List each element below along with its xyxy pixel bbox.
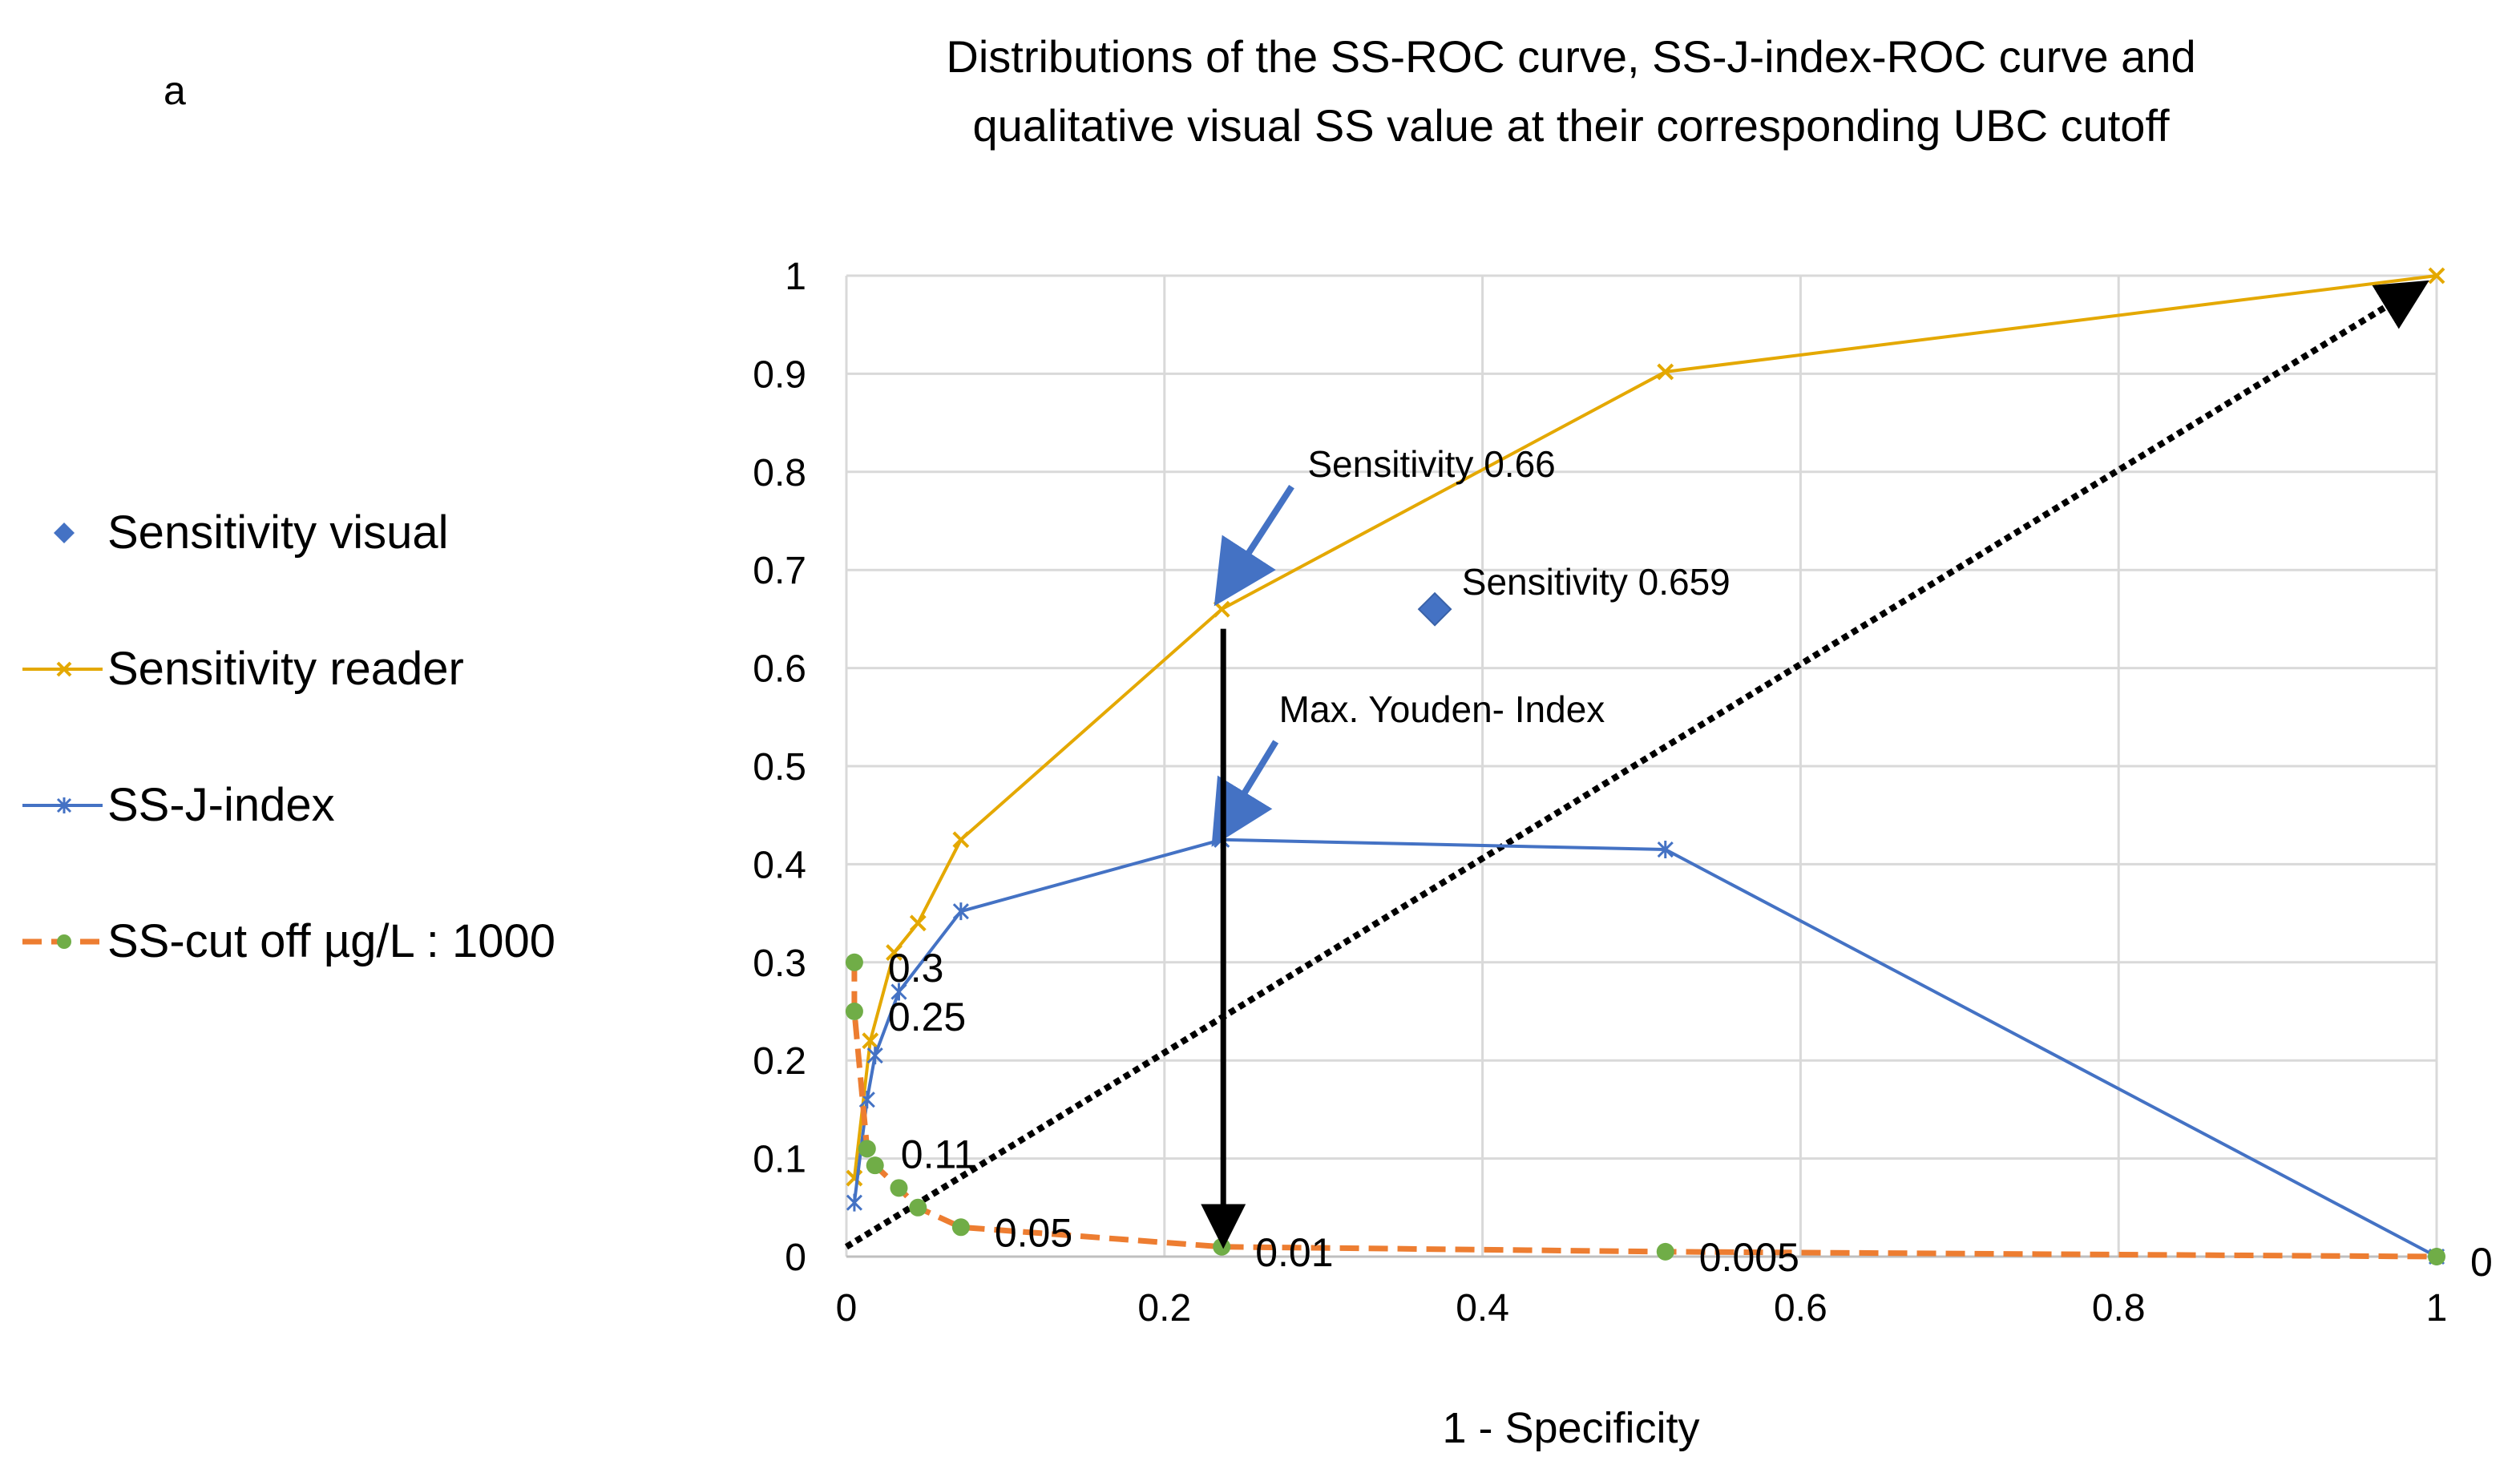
ss-cutoff-point-8 — [1656, 1242, 1674, 1261]
annotation-text-1: Sensitivity 0.659 — [1462, 561, 1730, 603]
x-tick-label-5: 1 — [2426, 1287, 2448, 1330]
annotations: Sensitivity 0.66 Sensitivity 0.659 Max. Yo… — [1201, 443, 1730, 1249]
ss-cutoff-point-7 — [1213, 1237, 1231, 1256]
y-tick-label-6: 0.6 — [753, 648, 806, 691]
ss-cutoff-point-1 — [845, 1003, 863, 1020]
chart-title: Distributions of the SS-ROC curve, SS-J-… — [769, 22, 2373, 160]
legend-label-sensitivity-reader: Sensitivity reader — [107, 643, 464, 695]
ss-cutoff-data-label-3: 0.05 — [995, 1210, 1072, 1255]
panel-label: a — [164, 68, 186, 113]
ss-cutoff-data-label-2: 0.11 — [901, 1132, 976, 1176]
annotation-text-2: Max. Youden- Index — [1279, 688, 1605, 730]
x-tick-label-0: 0 — [836, 1287, 858, 1330]
x-tick-label-1: 0.2 — [1137, 1287, 1191, 1330]
sensitivity-visual-point-0 — [1417, 591, 1452, 627]
y-tick-label-3: 0.3 — [753, 942, 806, 985]
ss-cutoff-data-label-1: 0.25 — [888, 995, 966, 1039]
sensitivity-reader-point-5 — [1213, 600, 1230, 618]
legend-label-ss-j-index: SS-J-index — [107, 779, 335, 831]
ss-j-index-point-2 — [866, 1047, 883, 1065]
chance-line — [844, 280, 2429, 1250]
sensitivity-reader-point-6 — [1657, 363, 1674, 381]
x-tick-label-4: 0.8 — [2092, 1287, 2146, 1330]
ss-cutoff-point-5 — [909, 1198, 927, 1217]
x-tick-label-2: 0.4 — [1456, 1287, 1509, 1330]
y-tick-label-8: 0.8 — [753, 452, 806, 494]
series-group: 0.30.25 0.11 0.05 0.01 0.005 0 — [845, 267, 2493, 1285]
y-tick-label-7: 0.7 — [753, 550, 806, 592]
sensitivity-reader-point-4 — [952, 831, 970, 849]
annotation-arrow-2 — [1211, 740, 1279, 847]
sensitivity-reader-point-2 — [886, 944, 903, 961]
y-tick-label-10: 1 — [785, 256, 806, 298]
ss-j-index-point-0 — [846, 1193, 862, 1212]
reference-line — [844, 280, 2429, 1250]
y-tick-label-4: 0.4 — [753, 844, 806, 886]
tick-labels: 0 0.1 0.2 0.3 0.4 0.5 0.6 0.7 0.8 0.9 1 0 0.2 0.4 0.6 0… — [753, 256, 2447, 1330]
annotation-arrow-0 — [1214, 484, 1294, 607]
x-tick-label-3: 0.6 — [1774, 1287, 1827, 1330]
ss-j-index-point-6 — [1657, 841, 1674, 859]
ss-cutoff-point-4 — [890, 1179, 908, 1197]
y-tick-label-9: 0.9 — [753, 353, 806, 396]
legend-marker-dash-dot-icon — [22, 934, 103, 949]
legend-marker-line-star-icon — [22, 797, 103, 813]
y-tick-label-0: 0 — [785, 1237, 806, 1279]
series-ss-cutoff-line — [851, 962, 2437, 1260]
x-axis-label: 1 - Specificity — [1442, 1404, 1699, 1452]
ss-cutoff-point-0 — [845, 953, 863, 971]
ss-cutoff-point-3 — [866, 1156, 884, 1175]
ss-cutoff-point-2 — [858, 1140, 876, 1158]
legend-label-ss-cut-off: SS-cut off µg/L : 1000 — [107, 915, 555, 967]
y-tick-label-1: 0.1 — [753, 1139, 806, 1181]
ss-cutoff-point-9 — [2428, 1248, 2445, 1265]
chart-title-line-2: qualitative visual SS value at their cor… — [972, 100, 2170, 151]
y-tick-label-2: 0.2 — [753, 1040, 806, 1083]
sensitivity-reader-point-7 — [2428, 267, 2445, 285]
ss-j-index-point-3 — [890, 983, 907, 1001]
y-tick-label-5: 0.5 — [753, 746, 806, 789]
ss-cutoff-data-label-4: 0.01 — [1255, 1230, 1333, 1275]
ss-cutoff-point-6 — [951, 1218, 970, 1237]
sensitivity-reader-point-1 — [862, 1032, 879, 1050]
legend-marker-line-x-icon — [22, 661, 103, 677]
ss-j-index-point-4 — [952, 902, 969, 921]
series-sensitivity-reader-line — [852, 274, 2437, 1179]
ss-cutoff-data-label-5: 0.005 — [1699, 1235, 1799, 1280]
sensitivity-reader-point-3 — [909, 914, 927, 932]
ss-cutoff-data-label-6: 0 — [2470, 1240, 2493, 1285]
series-ss-j-index-line — [852, 837, 2437, 1258]
ss-cutoff-data-label-0: 0.3 — [888, 946, 944, 991]
legend-marker-diamond-icon — [54, 523, 75, 543]
chart-title-line-1: Distributions of the SS-ROC curve, SS-J-… — [946, 31, 2196, 82]
legend-label-sensitivity-visual: Sensitivity visual — [107, 506, 449, 559]
annotation-text-0: Sensitivity 0.66 — [1307, 443, 1555, 485]
